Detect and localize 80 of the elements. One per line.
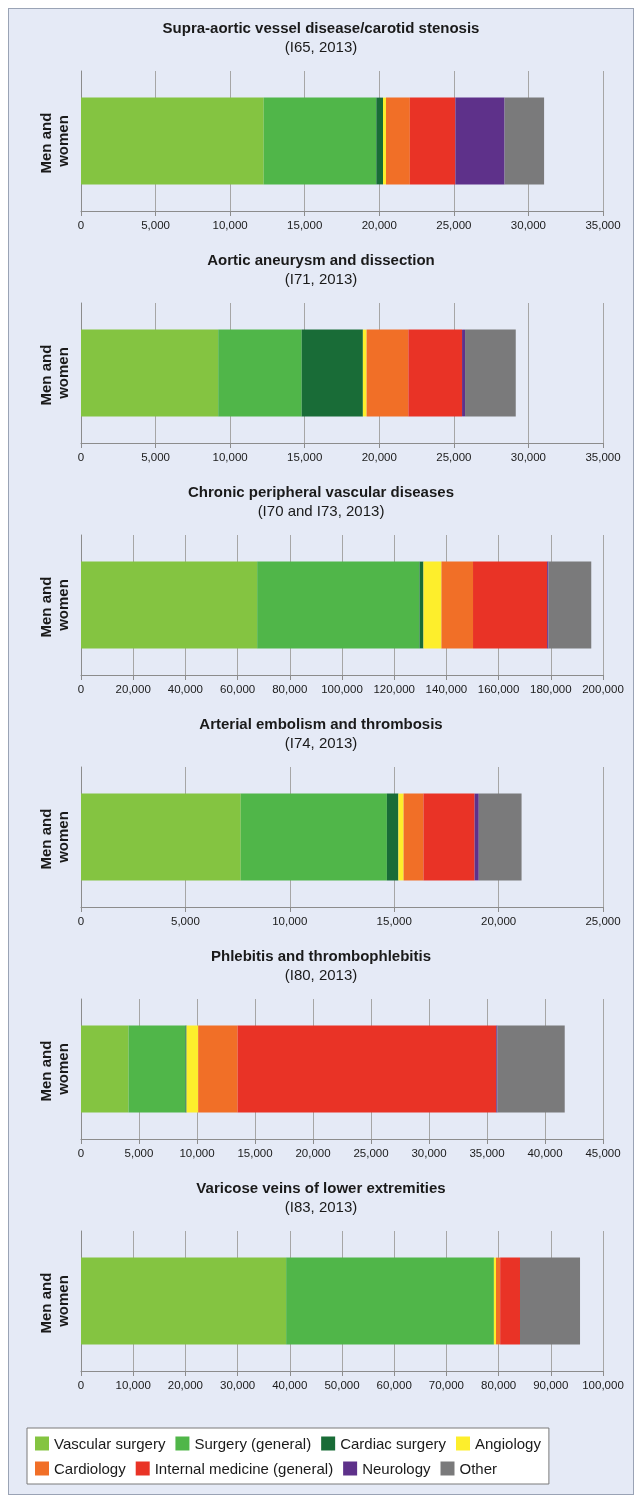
x-tick-label: 0 xyxy=(77,1379,85,1391)
chart-subtitle: (I71, 2013) xyxy=(284,270,358,287)
x-tick-label: 15,000 xyxy=(237,1147,273,1159)
x-tick-label: 140,000 xyxy=(425,683,468,695)
chart-title: Arterial embolism and thrombosis xyxy=(199,715,443,732)
x-tick-label: 0 xyxy=(77,915,85,927)
x-tick-label: 25,000 xyxy=(353,1147,389,1159)
x-tick-label: 80,000 xyxy=(272,683,308,695)
x-tick-label: 10,000 xyxy=(212,219,248,231)
x-tick-label: 5,000 xyxy=(141,219,170,231)
legend-label: Angiology xyxy=(475,1435,542,1452)
x-tick-label: 10,000 xyxy=(179,1147,215,1159)
x-tick-label: 35,000 xyxy=(469,1147,505,1159)
chart-subtitle: (I65, 2013) xyxy=(284,38,358,55)
x-tick-label: 45,000 xyxy=(585,1147,621,1159)
legend-label: Surgery (general) xyxy=(194,1435,312,1452)
legend-label: Cardiac surgery xyxy=(340,1435,447,1452)
x-tick-label: 120,000 xyxy=(373,683,415,695)
x-tick-label: 10,000 xyxy=(272,915,308,927)
x-tick-label: 90,000 xyxy=(533,1379,569,1391)
x-tick-label: 5,000 xyxy=(171,915,200,927)
x-tick-label: 25,000 xyxy=(436,219,472,231)
chart-title: Supra-aortic vessel disease/carotid stenosis xyxy=(162,19,480,36)
chart-subtitle: (I74, 2013) xyxy=(284,734,358,751)
x-tick-label: 60,000 xyxy=(376,1379,412,1391)
x-tick-label: 0 xyxy=(77,451,85,463)
chart-subtitle: (I83, 2013) xyxy=(284,1198,358,1215)
y-tick-label: Men and women xyxy=(37,572,71,638)
y-tick-label: Men and women xyxy=(37,108,71,174)
x-tick-label: 100,000 xyxy=(321,683,363,695)
legend-label: Neurology xyxy=(362,1460,431,1477)
legend-label: Vascular surgery xyxy=(54,1435,166,1452)
x-tick-label: 70,000 xyxy=(428,1379,464,1391)
x-tick-label: 200,000 xyxy=(582,683,624,695)
x-tick-label: 5,000 xyxy=(141,451,170,463)
x-tick-label: 20,000 xyxy=(167,1379,203,1391)
y-tick-label: Men and women xyxy=(37,340,71,406)
x-tick-label: 15,000 xyxy=(287,219,323,231)
x-tick-label: 10,000 xyxy=(212,451,248,463)
x-tick-label: 100,000 xyxy=(582,1379,624,1391)
x-tick-label: 20,000 xyxy=(295,1147,331,1159)
x-tick-label: 50,000 xyxy=(324,1379,360,1391)
y-tick-label: Men and women xyxy=(37,1268,71,1334)
chart-title: Chronic peripheral vascular diseases xyxy=(188,483,454,500)
chart-title: Phlebitis and thrombophlebitis xyxy=(210,947,432,964)
chart-title: Aortic aneurysm and dissection xyxy=(207,251,435,268)
legend-label: Internal medicine (general) xyxy=(154,1460,334,1477)
x-tick-label: 40,000 xyxy=(527,1147,563,1159)
x-tick-label: 15,000 xyxy=(287,451,323,463)
y-tick-label: Men and women xyxy=(37,804,71,870)
x-tick-label: 25,000 xyxy=(585,915,621,927)
x-tick-label: 30,000 xyxy=(510,219,547,231)
x-tick-label: 80,000 xyxy=(481,1379,517,1391)
x-tick-label: 30,000 xyxy=(411,1147,447,1159)
x-tick-label: 160,000 xyxy=(477,683,520,695)
chart-title: Varicose veins of lower extremities xyxy=(196,1179,446,1196)
x-tick-label: 25,000 xyxy=(436,451,472,463)
x-tick-label: 30,000 xyxy=(220,1379,256,1391)
x-tick-label: 180,000 xyxy=(530,683,572,695)
x-tick-label: 20,000 xyxy=(361,219,397,231)
x-tick-label: 35,000 xyxy=(585,219,621,231)
x-tick-label: 40,000 xyxy=(272,1379,308,1391)
x-tick-label: 20,000 xyxy=(115,683,151,695)
legend-label: Other xyxy=(459,1460,498,1477)
y-tick-label: Men and women xyxy=(37,1036,71,1102)
x-tick-label: 35,000 xyxy=(585,451,621,463)
x-tick-label: 0 xyxy=(77,683,85,695)
x-tick-label: 30,000 xyxy=(510,451,547,463)
x-tick-label: 40,000 xyxy=(167,683,203,695)
legend-label: Cardiology xyxy=(54,1460,127,1477)
chart-subtitle: (I80, 2013) xyxy=(284,966,358,983)
x-tick-label: 10,000 xyxy=(115,1379,151,1391)
x-tick-label: 20,000 xyxy=(361,451,397,463)
chart-subtitle: (I70 and I73, 2013) xyxy=(257,502,385,519)
x-tick-label: 0 xyxy=(77,1147,85,1159)
x-tick-label: 0 xyxy=(77,219,85,231)
x-tick-label: 15,000 xyxy=(376,915,412,927)
x-tick-label: 20,000 xyxy=(481,915,517,927)
x-tick-label: 60,000 xyxy=(220,683,256,695)
x-tick-label: 5,000 xyxy=(124,1147,154,1159)
